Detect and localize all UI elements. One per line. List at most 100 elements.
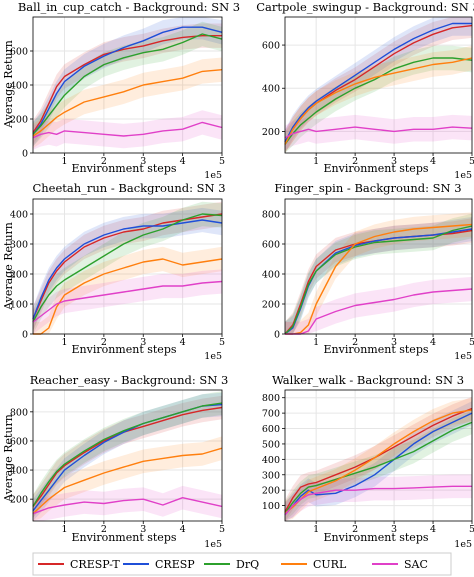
y-tick-label: 600 [262,41,280,52]
y-axis-label: Average Return [2,414,15,503]
legend-item-cresp-t: CRESP-T [38,558,120,571]
band-curl [285,212,472,334]
plot-area: 1 2 3 4 5 100 200 300 400 500 600 700 800 [262,389,474,535]
plot-frame [284,198,473,335]
y-tick-label: 700 [262,409,280,420]
legend-label: CRESP-T [70,558,120,571]
x-tick-label: 5 [469,156,474,167]
y-tick-label: 200 [10,115,28,126]
band-cresp [33,207,222,332]
band-drq [33,201,222,334]
x-tick-label: 2 [352,337,358,348]
y-tick-label: 600 [10,47,28,58]
band-cresp-t [33,395,222,519]
x-axis-multiplier: 1e5 [454,170,472,181]
panel-title: Cheetah_run - Background: SN 3 [32,181,225,195]
line-curl [284,57,473,145]
band-sac [285,114,472,151]
y-tick-label: 100 [10,300,28,311]
panel-finger-spin: 1 2 3 4 5 0 200 400 600 800 Finger_spin - Backgro… [262,181,474,362]
band-cresp [33,392,222,521]
x-tick-label: 5 [469,337,474,348]
x-tick-label: 3 [391,337,397,348]
x-tick-label: 2 [352,156,358,167]
plot-area: 1 2 3 4 5 200 400 600 800 [10,389,225,535]
x-axis-multiplier: 1e5 [204,539,222,550]
plot-area: 1 2 3 4 5 0 100 200 300 400 [10,198,225,348]
panel-walker-walk: 1 2 3 4 5 100 200 300 400 500 600 700 800 Walker_wal… [262,373,474,550]
band-cresp [33,17,222,147]
y-tick-label: 400 [10,210,28,221]
legend-item-curl: CURL [281,558,347,571]
line-drq [32,213,223,323]
band-cresp [285,216,472,334]
panel-title: Ball_in_cup_catch - Background: SN 3 [18,0,240,14]
line-sac [32,121,223,139]
y-tick-label: 200 [262,300,280,311]
y-tick-label: 600 [262,240,280,251]
x-tick-label: 4 [180,156,186,167]
line-curl [32,447,223,515]
y-tick-label: 600 [262,424,280,435]
panel-cartpole-swingup: 1 2 3 4 5 200 400 600 Cartpole_swingup - Backgr… [256,0,474,181]
line-curl [32,69,223,137]
legend-label: CURL [313,558,347,571]
panel-title: Reacher_easy - Background: SN 3 [30,373,229,387]
x-tick-label: 4 [430,524,436,535]
y-tick-label: 400 [262,455,280,466]
panel-title: Walker_walk - Background: SN 3 [272,373,464,387]
y-tick-label: 400 [10,466,28,477]
band-drq [285,213,472,334]
line-cresp-t [32,35,222,133]
y-tick-label: 200 [10,495,28,506]
x-tick-label: 1 [313,156,319,167]
band-sac [285,276,472,334]
panel-cheetah-run: 1 2 3 4 5 0 100 200 300 400 Cheetah_run - Backgro… [2,181,226,362]
x-tick-label: 1 [61,337,67,348]
x-tick-label: 1 [313,524,319,535]
x-tick-label: 2 [352,524,358,535]
y-tick-label: 200 [10,270,28,281]
x-tick-label: 5 [219,156,225,167]
y-tick-label: 500 [262,439,280,450]
y-tick-label: 800 [262,393,280,404]
x-tick-label: 3 [140,156,146,167]
x-axis-multiplier: 1e5 [454,539,472,550]
legend-frame [32,552,452,576]
line-sac [32,497,223,515]
line-sac [284,126,473,139]
y-tick-label: 200 [262,127,280,138]
panel-title: Finger_spin - Background: SN 3 [274,181,461,195]
band-cresp [285,17,472,153]
x-tick-label: 1 [61,156,67,167]
x-tick-label: 5 [219,524,225,535]
y-tick-label: 400 [10,81,28,92]
y-tick-label: 0 [22,330,28,341]
band-sac [33,485,222,521]
legend-label: DrQ [236,558,259,571]
x-tick-label: 5 [469,524,474,535]
plot-area: 1 2 3 4 5 0 200 400 600 [10,16,225,167]
y-tick-label: 800 [262,210,280,221]
y-axis-label: Average Return [2,40,15,129]
line-sac [32,280,223,323]
plot-area: 1 2 3 4 5 200 400 600 [262,16,474,167]
x-tick-label: 3 [391,524,397,535]
x-tick-label: 4 [180,337,186,348]
x-tick-label: 2 [101,337,107,348]
line-cresp [32,219,223,320]
line-cresp [284,412,473,516]
x-axis-label: Environment steps [71,162,176,175]
legend-label: SAC [404,558,428,571]
line-drq [32,402,223,507]
x-tick-label: 5 [219,337,225,348]
legend-item-drq: DrQ [204,558,259,571]
x-tick-label: 3 [391,156,397,167]
line-cresp-t [32,406,223,507]
line-cresp-t [284,407,473,513]
panel-reacher-easy: 1 2 3 4 5 200 400 600 800 Reacher_easy - Backgro… [2,373,228,550]
x-tick-label: 4 [180,524,186,535]
band-drq [33,391,222,519]
y-tick-label: 600 [10,436,28,447]
x-axis-label: Environment steps [323,343,428,356]
